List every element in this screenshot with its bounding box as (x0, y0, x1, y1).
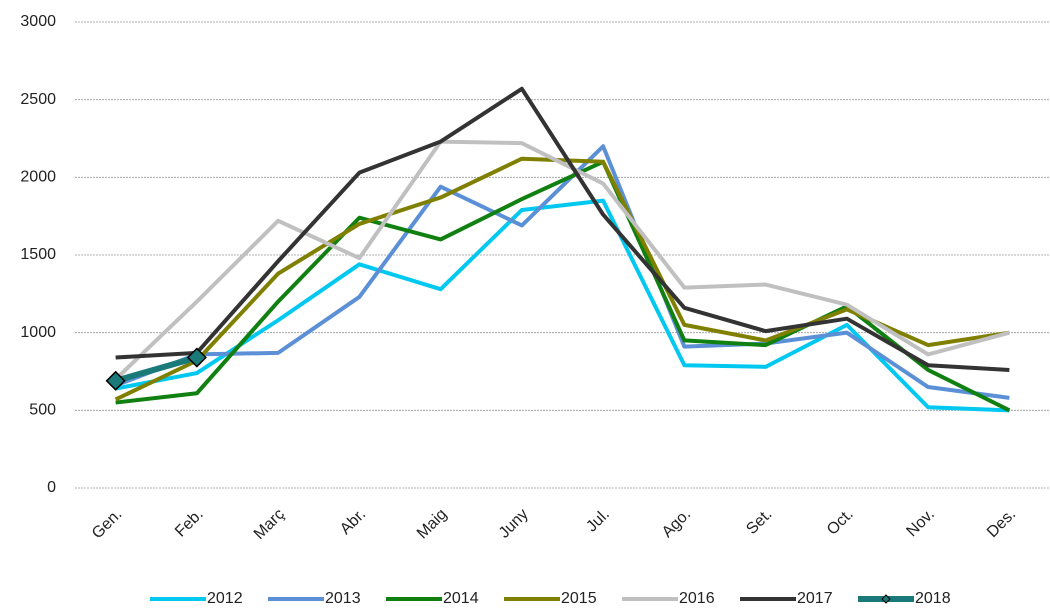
x-tick-label: Març (251, 506, 288, 543)
series-line (115, 86, 1010, 372)
point-marker (105, 370, 126, 391)
x-tick-label: Jul. (583, 506, 613, 536)
x-tick-label: Gen. (89, 506, 126, 543)
series-line (114, 156, 1010, 402)
legend-label: 2018 (915, 590, 951, 607)
y-tick-label: 2500 (20, 91, 56, 108)
legend-label: 2013 (325, 590, 361, 607)
series-line (114, 144, 1010, 400)
x-tick-label: Nov. (903, 506, 937, 540)
y-tick-label: 1000 (20, 324, 56, 341)
series-line (115, 198, 1010, 413)
x-tick-label: Maig (414, 506, 451, 543)
legend-label: 2015 (561, 590, 597, 607)
x-tick-label: Des. (984, 506, 1019, 541)
legend-label: 2014 (443, 590, 479, 607)
legend-label: 2016 (679, 590, 715, 607)
y-tick-label: 500 (29, 402, 56, 419)
x-tick-label: Juny (496, 506, 532, 542)
x-tick-label: Abr. (337, 506, 369, 538)
x-tick-label: Ago. (659, 506, 694, 541)
y-tick-label: 3000 (20, 13, 56, 30)
y-tick-label: 0 (47, 479, 56, 496)
y-tick-label: 1500 (20, 246, 56, 263)
series-line (114, 354, 198, 384)
x-tick-label: Feb. (172, 506, 207, 541)
series-line (114, 139, 1010, 381)
point-marker (186, 347, 207, 368)
series-line (115, 159, 1011, 413)
x-tick-label: Oct. (824, 506, 857, 539)
legend-label: 2017 (797, 590, 833, 607)
legend-marker (881, 594, 891, 604)
legend-label: 2012 (207, 590, 243, 607)
y-tick-label: 2000 (20, 169, 56, 186)
x-tick-label: Set. (743, 506, 775, 538)
